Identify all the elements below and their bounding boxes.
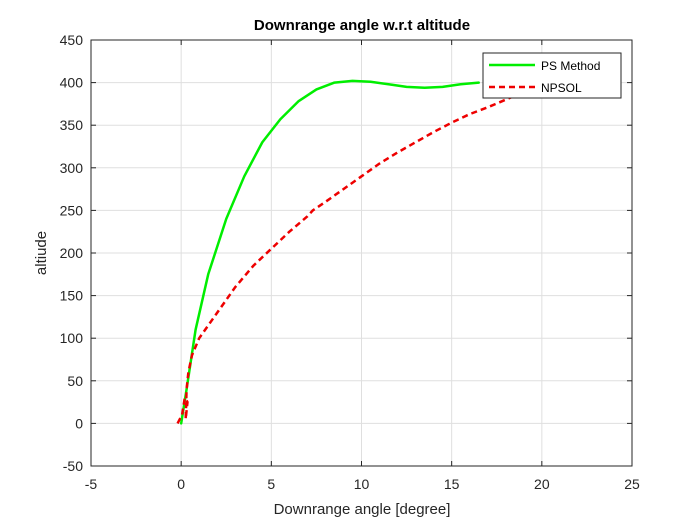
- y-tick-label-4: 150: [60, 288, 84, 304]
- y-tick-label-10: 450: [60, 32, 84, 48]
- x-axis-label: Downrange angle [degree]: [274, 501, 451, 518]
- legend-label-npsol: NPSOL: [541, 81, 582, 95]
- tick-marks: [90, 39, 633, 467]
- series-line-ps-method: [179, 79, 480, 425]
- y-tick-label-9: 400: [60, 75, 84, 91]
- x-tick-label-6: 25: [624, 476, 640, 492]
- x-tick-label-2: 5: [267, 476, 275, 492]
- y-tick-label-2: 50: [67, 373, 83, 389]
- series-layer: [176, 79, 543, 425]
- plot-area: -5 0 5 10 15 20 25-500501001502002503003504004…: [60, 32, 640, 492]
- x-tick-label-4: 15: [444, 476, 460, 492]
- y-tick-label-7: 300: [60, 160, 84, 176]
- y-tick-label-6: 250: [60, 202, 84, 218]
- y-tick-label-1: 0: [75, 415, 83, 431]
- x-tick-label-3: 10: [354, 476, 370, 492]
- y-tick-label-3: 100: [60, 330, 84, 346]
- y-tick-label-5: 200: [60, 245, 84, 261]
- x-tick-label-1: 0: [177, 476, 185, 492]
- y-tick-label-0: -50: [63, 458, 83, 474]
- x-tick-label-5: 20: [534, 476, 550, 492]
- legend: PS Method NPSOL: [482, 52, 622, 99]
- series-line-npsol: [176, 85, 543, 424]
- legend-label-ps-method: PS Method: [541, 59, 600, 73]
- tick-labels: -5 0 5 10 15 20 25-500501001502002503003504004…: [60, 32, 640, 492]
- legend-box: [482, 52, 622, 99]
- y-axis-label: altiude: [33, 231, 50, 275]
- chart-title: Downrange angle w.r.t altitude: [254, 17, 470, 34]
- x-tick-label-0: -5: [85, 476, 98, 492]
- y-tick-label-8: 350: [60, 117, 84, 133]
